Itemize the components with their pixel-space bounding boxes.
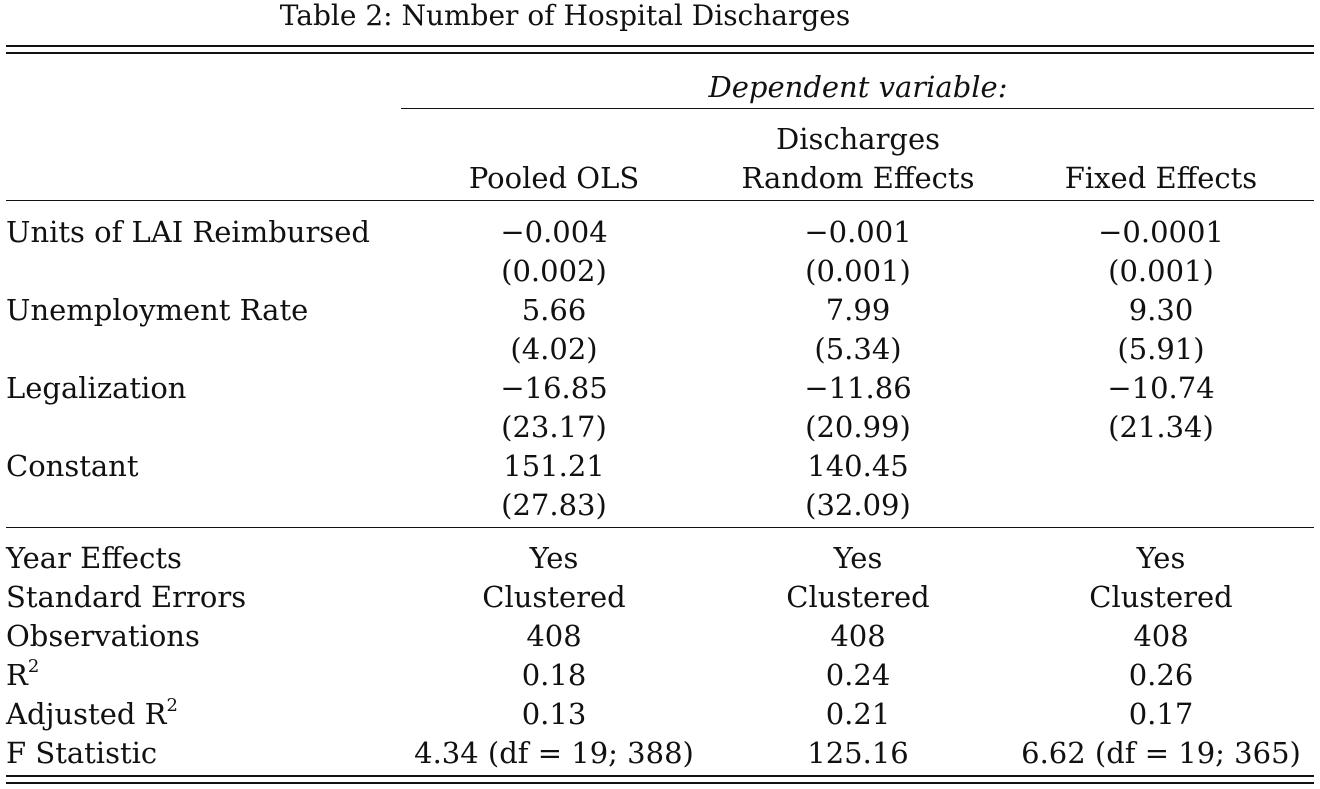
se-cell: (20.99) xyxy=(708,410,1008,444)
row-label-observations: Observations xyxy=(6,619,200,653)
se-cell: (23.17) xyxy=(404,410,704,444)
stat-cell: Clustered xyxy=(404,580,704,614)
r-squared-label-text: R xyxy=(6,658,28,692)
se-cell: (32.09) xyxy=(708,488,1008,522)
stat-cell: 0.13 xyxy=(404,697,704,731)
stat-cell: 6.62 (df = 19; 365) xyxy=(1010,736,1312,770)
se-cell: (5.34) xyxy=(708,332,1008,366)
dependent-variable-name: Discharges xyxy=(708,122,1008,156)
adjusted-r-squared-label-text: Adjusted R xyxy=(6,697,167,731)
row-label-standard-errors: Standard Errors xyxy=(6,580,246,614)
stat-cell: Yes xyxy=(1010,541,1312,575)
header-rule xyxy=(6,200,1314,201)
se-cell: (21.34) xyxy=(1010,410,1312,444)
se-cell: (27.83) xyxy=(404,488,704,522)
adjusted-r-squared-superscript: 2 xyxy=(167,695,178,716)
column-header-random-effects: Random Effects xyxy=(708,161,1008,195)
stat-cell: 408 xyxy=(404,619,704,653)
coef-cell: −0.0001 xyxy=(1010,215,1312,249)
stat-cell: 408 xyxy=(708,619,1008,653)
stat-cell: 0.17 xyxy=(1010,697,1312,731)
coef-cell: −0.004 xyxy=(404,215,704,249)
top-rule-1 xyxy=(6,45,1314,47)
stat-cell: 408 xyxy=(1010,619,1312,653)
column-header-pooled-ols: Pooled OLS xyxy=(404,161,704,195)
coef-cell: 9.30 xyxy=(1010,293,1312,327)
row-label-r-squared: R2 xyxy=(6,658,39,692)
coef-cell: −16.85 xyxy=(404,371,704,405)
top-rule-2 xyxy=(6,52,1314,54)
stat-cell: Clustered xyxy=(1010,580,1312,614)
se-cell: (5.91) xyxy=(1010,332,1312,366)
row-label-units-lai: Units of LAI Reimbursed xyxy=(6,215,370,249)
bottom-rule-1 xyxy=(6,775,1314,777)
row-label-constant: Constant xyxy=(6,449,138,483)
row-label-adjusted-r-squared: Adjusted R2 xyxy=(6,697,178,731)
coef-cell: −11.86 xyxy=(708,371,1008,405)
stat-cell: 0.18 xyxy=(404,658,704,692)
stat-cell: 125.16 xyxy=(708,736,1008,770)
se-cell: (0.001) xyxy=(708,254,1008,288)
stat-cell: 4.34 (df = 19; 388) xyxy=(404,736,704,770)
stat-cell: Yes xyxy=(404,541,704,575)
column-header-fixed-effects: Fixed Effects xyxy=(1010,161,1312,195)
se-cell: (0.002) xyxy=(404,254,704,288)
stat-cell: 0.26 xyxy=(1010,658,1312,692)
table-title: Table 2: Number of Hospital Discharges xyxy=(0,0,1130,32)
coef-cell: 140.45 xyxy=(708,449,1008,483)
coef-cell: −0.001 xyxy=(708,215,1008,249)
coef-cell: 5.66 xyxy=(404,293,704,327)
bottom-rule-2 xyxy=(6,782,1314,784)
row-label-f-statistic: F Statistic xyxy=(6,736,157,770)
stat-cell: 0.21 xyxy=(708,697,1008,731)
stat-cell: Yes xyxy=(708,541,1008,575)
stat-cell: Clustered xyxy=(708,580,1008,614)
dependent-variable-caption: Dependent variable: xyxy=(404,70,1312,104)
r-squared-superscript: 2 xyxy=(28,656,39,677)
row-label-legalization: Legalization xyxy=(6,371,186,405)
row-label-year-effects: Year Effects xyxy=(6,541,182,575)
stats-rule xyxy=(6,527,1314,528)
dependent-variable-rule xyxy=(401,108,1314,109)
coef-cell: −10.74 xyxy=(1010,371,1312,405)
se-cell: (0.001) xyxy=(1010,254,1312,288)
se-cell: (4.02) xyxy=(404,332,704,366)
coef-cell: 7.99 xyxy=(708,293,1008,327)
stat-cell: 0.24 xyxy=(708,658,1008,692)
row-label-unemployment: Unemployment Rate xyxy=(6,293,308,327)
coef-cell: 151.21 xyxy=(404,449,704,483)
